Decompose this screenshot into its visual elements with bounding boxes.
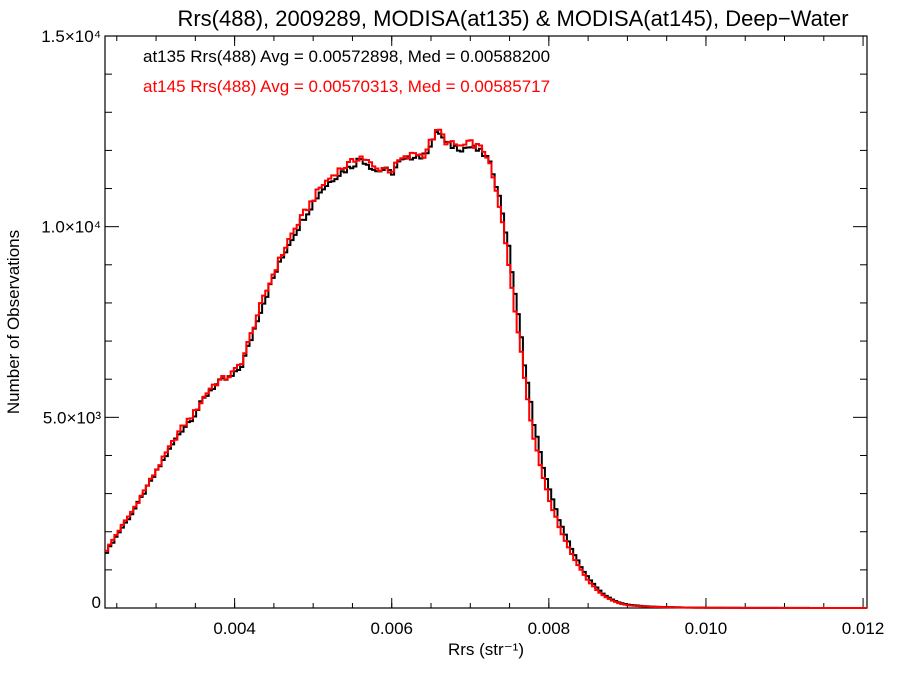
x-tick-label: 0.006 [370, 619, 413, 638]
y-tick-label: 5.0×10³ [43, 408, 101, 427]
series-line-1 [105, 128, 867, 609]
plot-frame [104, 35, 868, 609]
annotation-at145: at145 Rrs(488) Avg = 0.00570313, Med = 0… [143, 77, 550, 96]
axis-ticks: 0.004 0.006 0.008 0.010 0.012 0 5.0×10³ 1.0×10⁴… [41, 27, 884, 638]
y-tick-label: 1.5×10⁴ [41, 27, 101, 46]
x-axis-title: Rrs (str⁻¹) [448, 640, 524, 659]
x-tick-label: 0.004 [213, 619, 256, 638]
annotation-at135: at135 Rrs(488) Avg = 0.00572898, Med = 0… [143, 47, 550, 66]
y-axis-title: Number of Observations [4, 230, 23, 414]
series-line-0 [105, 131, 867, 609]
y-tick-label: 0 [92, 593, 101, 612]
x-tick-label: 0.008 [528, 619, 571, 638]
series-layer [105, 128, 867, 609]
x-tick-label: 0.010 [685, 619, 728, 638]
y-tick-label: 1.0×10⁴ [41, 218, 101, 237]
chart-title: Rrs(488), 2009289, MODISA(at135) & MODIS… [177, 6, 848, 31]
x-tick-label: 0.012 [842, 619, 885, 638]
